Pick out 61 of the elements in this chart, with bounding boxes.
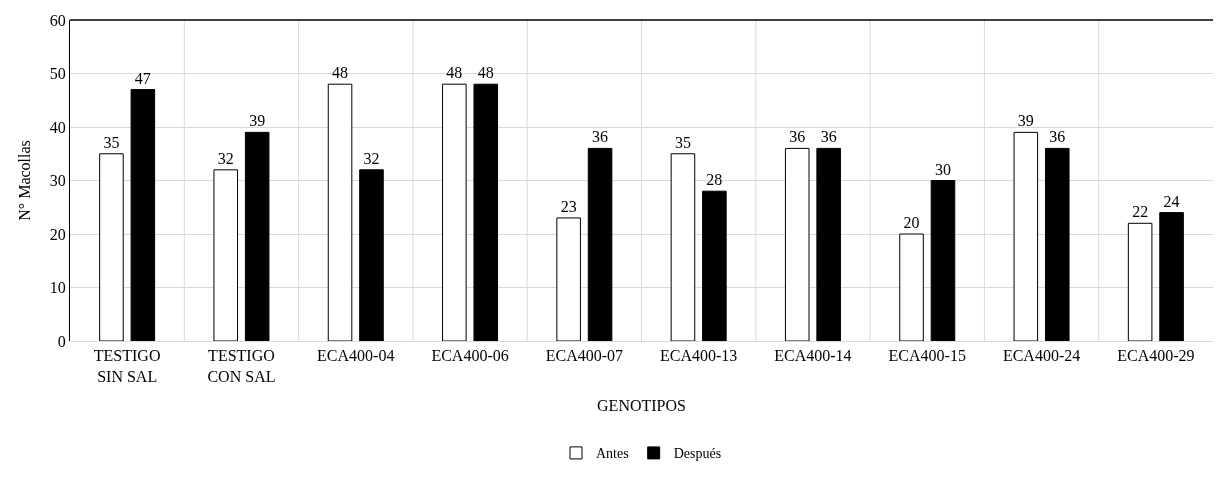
- bar: [784, 147, 810, 341]
- data-label: 23: [560, 197, 577, 215]
- data-label: 39: [1017, 112, 1034, 130]
- data-label: 20: [903, 214, 920, 231]
- bar: [442, 83, 467, 341]
- y-tick-label: 50: [49, 65, 66, 83]
- bar: [556, 217, 581, 341]
- bar: [213, 169, 239, 341]
- bar: [816, 147, 841, 341]
- bar: [702, 190, 727, 341]
- data-label: 35: [103, 133, 120, 151]
- bar: [899, 233, 924, 341]
- x-tick-label: ECA400-07: [545, 347, 624, 365]
- y-axis-title: N° Macollas: [15, 140, 33, 221]
- x-tick-label: ECA400-24: [1002, 347, 1081, 365]
- legend-label: Después: [673, 446, 722, 462]
- data-label: 24: [1163, 192, 1180, 210]
- bar: [244, 131, 270, 341]
- x-tick-label: ECA400-13: [659, 347, 738, 365]
- data-label: 28: [706, 171, 723, 189]
- y-tick-label: 40: [49, 118, 66, 136]
- bar: [359, 169, 384, 341]
- x-tick-label: TESTIGO SIN SAL: [93, 347, 161, 385]
- y-tick-label: 0: [57, 332, 66, 350]
- bar: [587, 147, 613, 341]
- x-tick-label: ECA400-06: [431, 347, 509, 365]
- x-tick-label: TESTIGO CON SAL: [207, 347, 276, 385]
- data-label: 47: [134, 69, 151, 87]
- x-axis-title: GENOTIPOS: [597, 396, 686, 414]
- data-label: 48: [332, 64, 349, 82]
- data-label: 32: [363, 149, 380, 167]
- bar: [670, 153, 696, 341]
- data-label: 36: [820, 128, 837, 146]
- bar: [930, 180, 956, 341]
- data-label: 48: [446, 64, 463, 82]
- data-label: 39: [249, 112, 266, 130]
- data-label: 36: [592, 128, 609, 146]
- bar: [130, 89, 156, 341]
- x-tick-label: ECA400-15: [888, 347, 966, 365]
- bar: [473, 83, 499, 341]
- bar: [1013, 131, 1039, 341]
- data-label: 22: [1132, 203, 1149, 221]
- y-tick-label: 60: [49, 11, 66, 29]
- x-tick-label: ECA400-04: [317, 347, 395, 365]
- y-tick-label: 20: [49, 225, 66, 243]
- data-label: 48: [477, 64, 494, 82]
- data-label: 36: [789, 128, 806, 146]
- x-tick-label: ECA400-14: [774, 347, 852, 365]
- y-tick-label: 10: [49, 279, 66, 297]
- bar: [1159, 212, 1184, 341]
- legend-label: Antes: [596, 446, 629, 462]
- bar: [99, 153, 124, 341]
- x-tick-label: ECA400-29: [1117, 347, 1195, 365]
- bar: [1044, 147, 1070, 341]
- bar: [327, 83, 353, 341]
- y-tick-label: 30: [49, 172, 66, 190]
- data-label: 32: [217, 149, 234, 167]
- data-label: 30: [934, 160, 951, 178]
- bar: [1127, 222, 1153, 341]
- data-label: 36: [1049, 128, 1066, 146]
- data-label: 35: [674, 133, 691, 151]
